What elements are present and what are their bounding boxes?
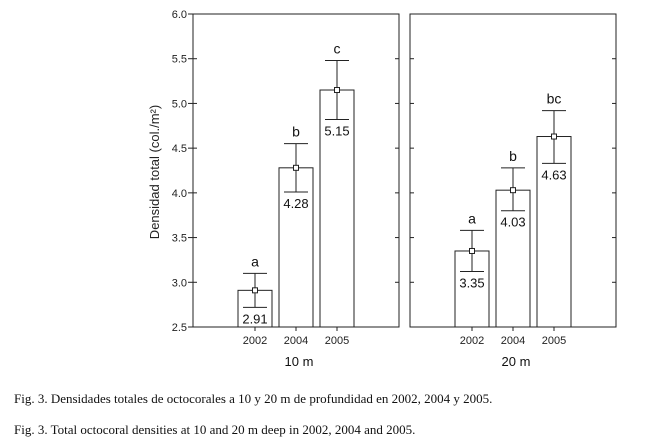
data-label: 3.35 [459, 276, 484, 291]
significance-letter: a [251, 253, 259, 269]
mean-marker [252, 287, 258, 294]
data-label: 5.15 [324, 124, 349, 139]
significance-letter: bc [547, 91, 562, 107]
data-label: 2.91 [242, 311, 267, 326]
x-tick-label: 2004 [284, 335, 308, 347]
y-tick-label: 4.0 [172, 188, 187, 200]
mean-marker [551, 133, 557, 140]
panel-1: 3.35 a 2002 4.03 b 2004 4.63 bc 2005 20 m [409, 13, 617, 369]
bar [536, 136, 572, 328]
mean-marker [334, 87, 340, 94]
y-tick-label: 3.0 [172, 277, 187, 289]
significance-letter: c [334, 41, 341, 57]
significance-letter: a [468, 210, 476, 226]
y-tick-label: 5.5 [172, 54, 187, 66]
caption-spanish: Fig. 3. Densidades totales de octocorale… [14, 391, 493, 406]
panel-0: 2.91 a 2002 4.28 b 2004 5.15 c 2005 10 m [192, 13, 400, 369]
data-label: 4.03 [500, 215, 525, 230]
y-tick-label: 2.5 [172, 322, 187, 334]
chart-panels: 2.91 a 2002 4.28 b 2004 5.15 c 2005 10 m 3.35 a 2002… [192, 13, 617, 369]
x-tick-label: 2005 [542, 335, 566, 347]
mean-marker [510, 187, 516, 194]
mean-marker [293, 164, 299, 171]
data-label: 4.63 [541, 167, 566, 182]
y-tick-label: 3.5 [172, 233, 187, 245]
x-tick-label: 2002 [243, 335, 267, 347]
x-tick-label: 2004 [501, 335, 525, 347]
panel-label: 20 m [502, 354, 531, 369]
bar [495, 189, 531, 328]
x-tick-label: 2005 [325, 335, 349, 347]
x-tick-label: 2002 [460, 335, 484, 347]
y-tick-label: 5.0 [172, 98, 187, 110]
y-axis-ticks: 2.5 3.0 3.5 4.0 4.5 5.0 5.5 6.0 [172, 9, 193, 334]
mean-marker [469, 247, 475, 254]
caption-english: Fig. 3. Total octocoral densities at 10 … [14, 422, 416, 437]
y-tick-label: 6.0 [172, 9, 187, 21]
panel-label: 10 m [285, 354, 314, 369]
data-label: 4.28 [283, 196, 308, 211]
y-tick-label: 4.5 [172, 143, 187, 155]
y-axis-label-group: Densidad total (col./m²) [147, 105, 162, 239]
y-axis-label: Densidad total (col./m²) [147, 105, 162, 239]
significance-letter: b [509, 148, 517, 164]
significance-letter: b [292, 124, 300, 140]
